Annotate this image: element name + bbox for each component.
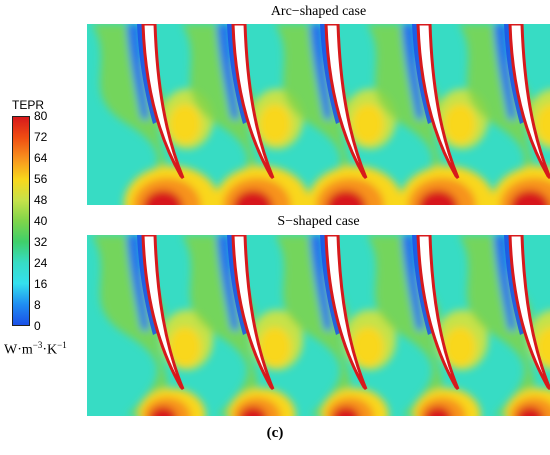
colorbar-tick-label: 48 xyxy=(34,193,48,207)
blade-profile xyxy=(416,24,460,180)
colorbar-tick-label: 24 xyxy=(34,256,48,270)
contour-plot-s xyxy=(87,235,550,416)
colorbar xyxy=(12,116,30,326)
colorbar-tick-label: 72 xyxy=(34,130,48,144)
contour-svg xyxy=(87,24,550,205)
panel-title-arc: Arc−shaped case xyxy=(270,4,367,19)
colorbar-title: TEPR xyxy=(12,98,45,112)
colorbar-tick-label: 64 xyxy=(34,151,48,165)
colorbar-tick-label: 0 xyxy=(34,319,41,333)
panel-title-s: S−shaped case xyxy=(277,214,360,229)
colorbar-tick-label: 56 xyxy=(34,172,48,186)
blade-profile xyxy=(324,235,368,391)
colorbar-tick-label: 8 xyxy=(34,298,41,312)
blade-profile xyxy=(508,24,550,180)
colorbar-tick-label: 16 xyxy=(34,277,48,291)
colorbar-tick-label: 80 xyxy=(34,109,48,123)
blade-profile xyxy=(508,235,550,391)
colorbar-units: W·m−3·K−1 xyxy=(4,340,67,358)
blade-profile xyxy=(231,235,275,391)
figure-caption: (c) xyxy=(266,425,284,441)
blade-profile xyxy=(416,235,460,391)
blade-profile xyxy=(141,235,185,391)
contour-svg xyxy=(87,235,550,416)
blade-profile xyxy=(141,24,185,180)
contour-plot-arc xyxy=(87,24,550,205)
blade-profile xyxy=(324,24,368,180)
colorbar-tick-label: 32 xyxy=(34,235,48,249)
blade-profile xyxy=(231,24,275,180)
colorbar-tick-label: 40 xyxy=(34,214,48,228)
